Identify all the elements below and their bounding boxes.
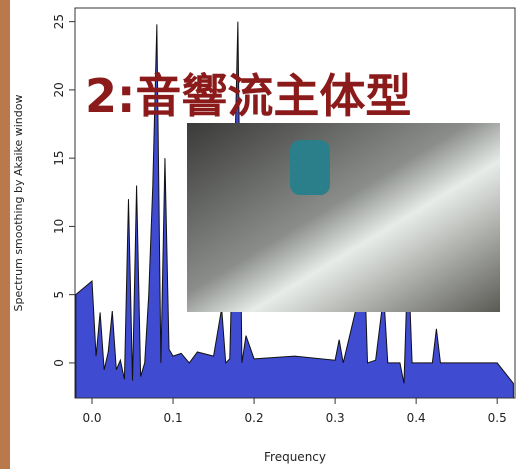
x-axis-label: Frequency <box>264 450 326 464</box>
y-tick-label: 15 <box>52 151 66 166</box>
x-tick-label: 0.4 <box>407 411 426 425</box>
photo <box>187 123 500 312</box>
x-tick-label: 0.1 <box>164 411 183 425</box>
overlay-title: 2:音響流主体型 <box>85 69 411 123</box>
y-tick-label: 5 <box>52 291 66 299</box>
y-tick-label: 20 <box>52 82 66 97</box>
y-axis-label: Spectrum smoothing by Akaike window <box>12 95 25 312</box>
plot-frame <box>74 7 516 399</box>
photo-device <box>290 140 330 195</box>
x-tick-label: 0.3 <box>326 411 345 425</box>
y-tick-label: 0 <box>52 359 66 367</box>
x-tick-label: 0.2 <box>245 411 264 425</box>
y-tick-label: 25 <box>52 14 66 29</box>
left-border <box>0 0 10 469</box>
x-tick-label: 0.0 <box>82 411 101 425</box>
spectrum-area <box>75 21 514 399</box>
x-tick-label: 0.5 <box>488 411 507 425</box>
y-tick-label: 10 <box>52 219 66 234</box>
plot-area: 0 5 10 15 20 25 0.0 0.1 0.2 0.3 0.4 0.5 <box>52 7 516 425</box>
